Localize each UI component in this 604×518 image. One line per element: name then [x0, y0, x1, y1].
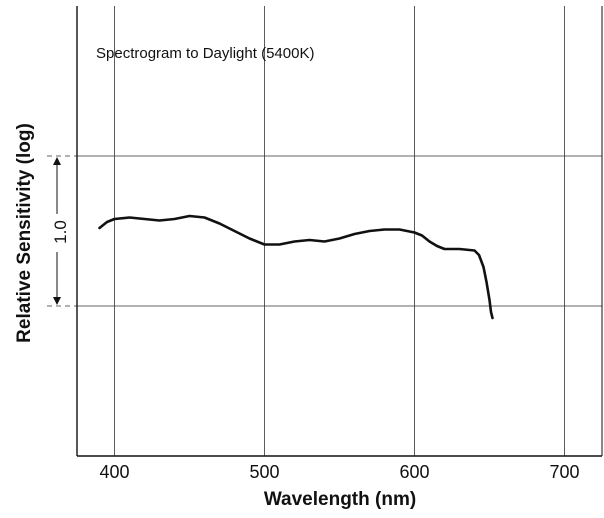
sensitivity-curve-0: [98, 214, 494, 320]
x-tick-label-600: 600: [399, 462, 429, 482]
x-tick-label-400: 400: [99, 462, 129, 482]
x-axis-title: Wavelength (nm): [264, 489, 416, 510]
scale-bar-arrow-up: [53, 157, 61, 165]
scale-bar-arrow-down: [53, 297, 61, 305]
x-tick-label-700: 700: [549, 462, 579, 482]
plot-frame: [53, 6, 603, 457]
series-layer: [98, 214, 494, 320]
x-tick-label-500: 500: [249, 462, 279, 482]
label-layer: Spectrogram to Daylight (5400K) Waveleng…: [14, 45, 580, 510]
scale-bar-label: 1.0: [51, 220, 70, 244]
grid: [47, 6, 602, 456]
y-axis-title: Relative Sensitivity (log): [14, 123, 35, 343]
chart-annotation: Spectrogram to Daylight (5400K): [96, 45, 314, 62]
